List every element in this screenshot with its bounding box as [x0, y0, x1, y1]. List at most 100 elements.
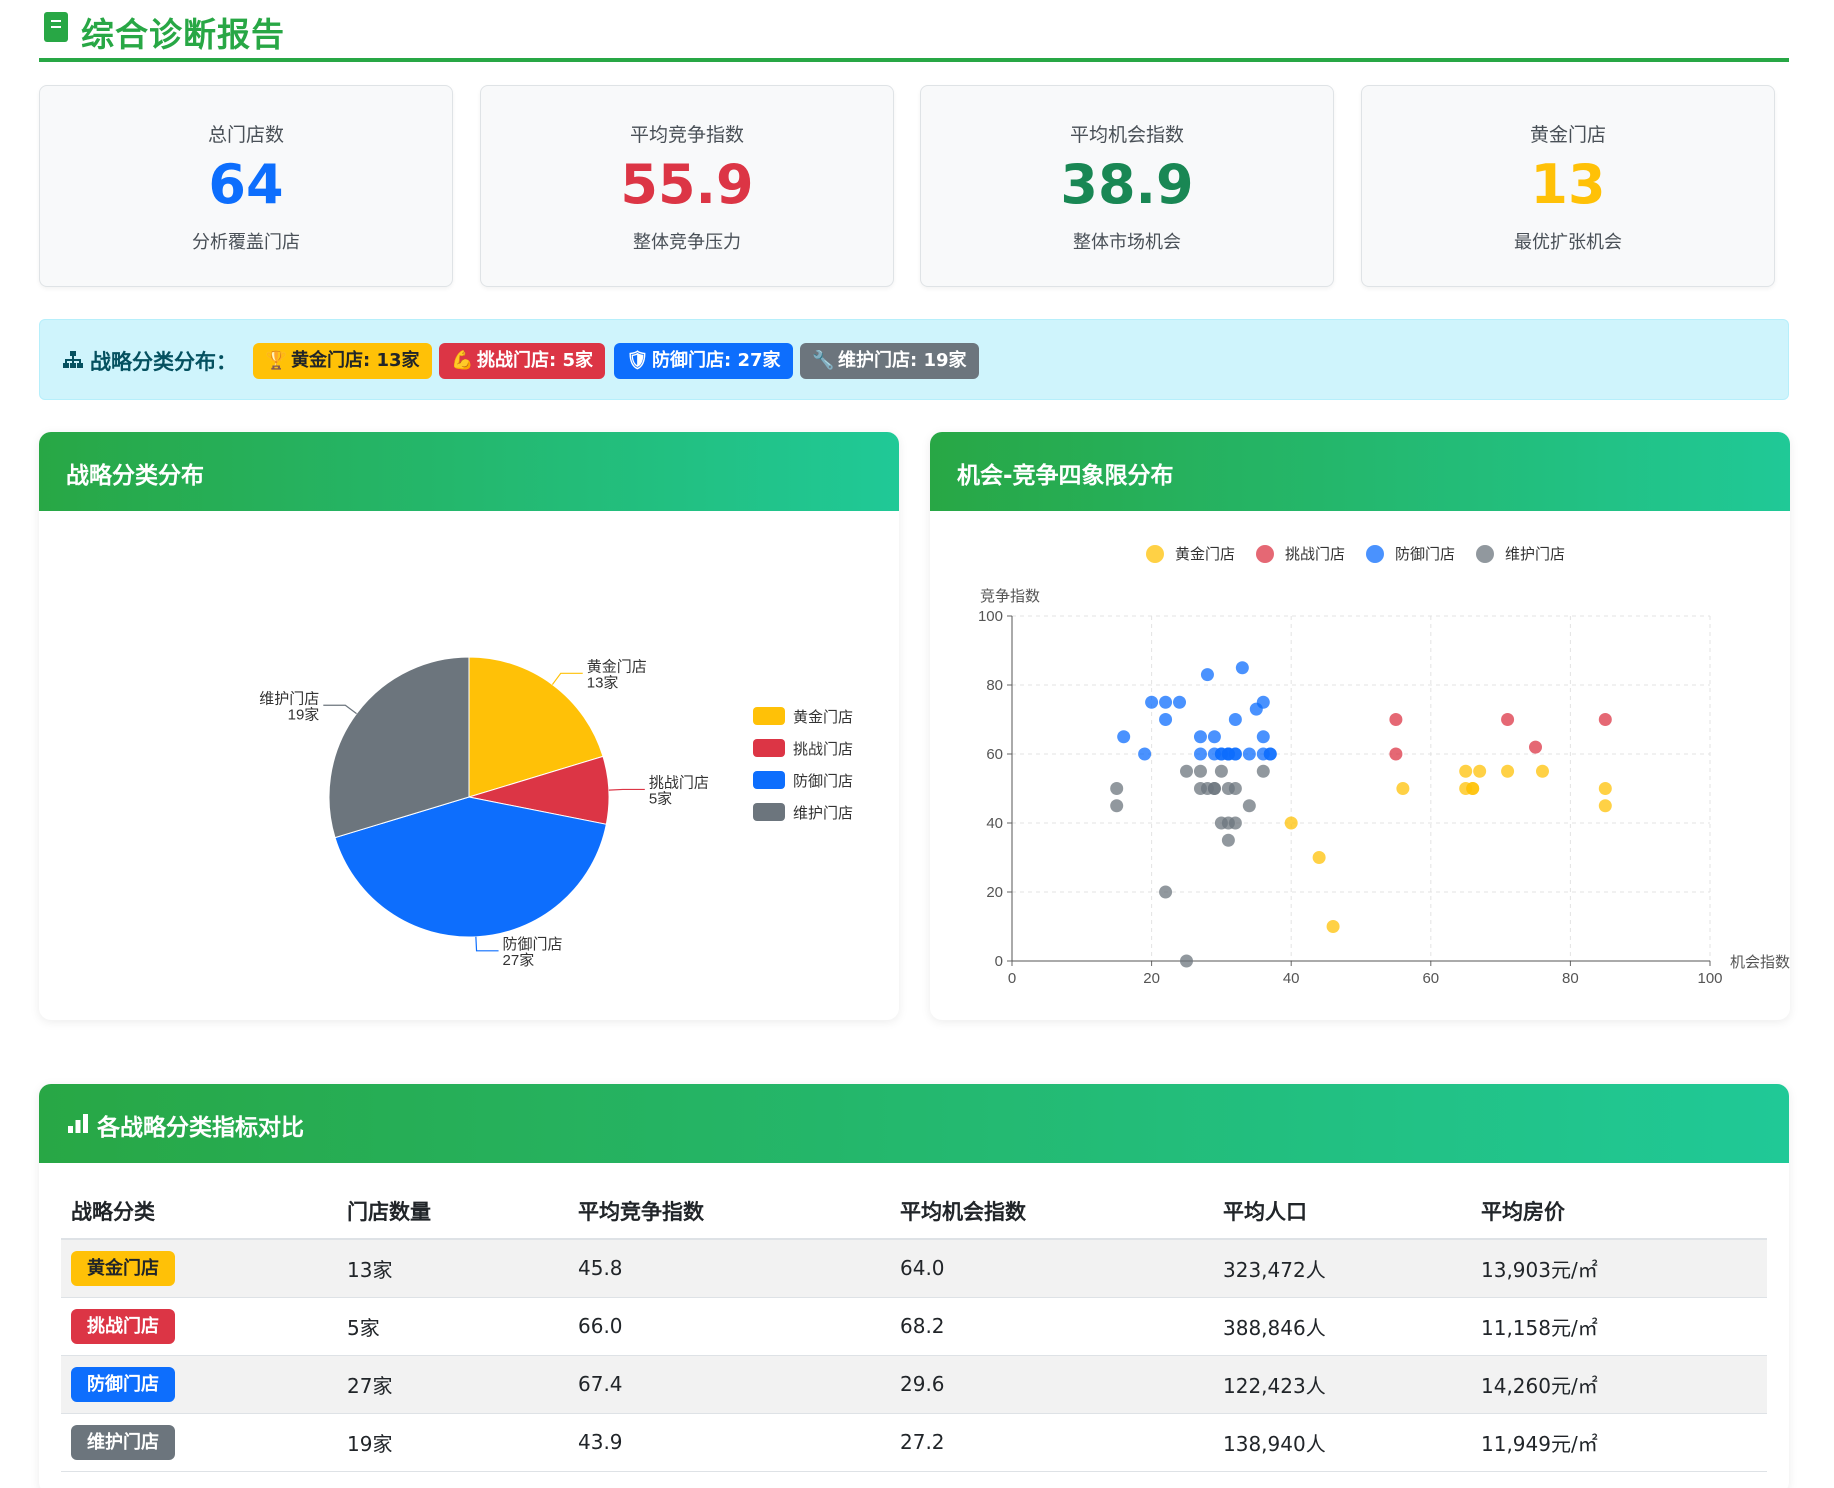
category-badge: 维护门店: [71, 1424, 175, 1460]
legend-label[interactable]: 黄金门店: [793, 709, 853, 726]
scatter-point[interactable]: [1284, 816, 1298, 830]
scatter-point[interactable]: [1466, 782, 1480, 795]
competition-cell: 45.8: [568, 1239, 890, 1298]
scatter-point[interactable]: [1396, 782, 1410, 795]
stat-subtitle: 分析覆盖门店: [192, 232, 300, 253]
legend-label[interactable]: 维护门店: [793, 805, 853, 822]
scatter-point[interactable]: [1473, 764, 1487, 778]
page-title: 综合诊断报告: [81, 15, 285, 54]
stat-label: 平均竞争指数: [629, 124, 744, 146]
pie-label-value: 27家: [503, 952, 535, 969]
scatter-point[interactable]: [1159, 885, 1173, 899]
price-cell: 13,903元/㎡: [1471, 1239, 1767, 1298]
scatter-point[interactable]: [1228, 713, 1242, 726]
scatter-legend-label[interactable]: 防御门店: [1395, 546, 1455, 563]
scatter-point[interactable]: [1228, 782, 1242, 795]
x-axis-label: 机会指数: [1730, 954, 1790, 971]
y-tick-label: 80: [986, 677, 1003, 694]
legend-swatch[interactable]: [753, 707, 785, 725]
pie-panel-header: 战略分类分布: [39, 432, 899, 511]
category-badge: 黄金门店: [71, 1250, 175, 1286]
scatter-point[interactable]: [1145, 695, 1159, 709]
x-tick-label: 0: [1008, 970, 1016, 987]
scatter-point[interactable]: [1159, 713, 1173, 726]
legend-label[interactable]: 防御门店: [793, 773, 853, 790]
column-header: 平均机会指数: [890, 1184, 1213, 1240]
scatter-point[interactable]: [1256, 695, 1270, 709]
scatter-point[interactable]: [1221, 816, 1235, 830]
scatter-point[interactable]: [1200, 668, 1214, 682]
pie-label-name: 防御门店: [503, 936, 563, 953]
scatter-point[interactable]: [1138, 747, 1152, 761]
column-header: 门店数量: [337, 1184, 568, 1240]
scatter-point[interactable]: [1110, 799, 1124, 813]
scatter-point[interactable]: [1221, 747, 1235, 761]
scatter-point[interactable]: [1501, 713, 1515, 726]
x-tick-label: 60: [1422, 970, 1439, 987]
scatter-point[interactable]: [1180, 764, 1193, 778]
scatter-point[interactable]: [1598, 782, 1612, 795]
scatter-legend-label[interactable]: 挑战门店: [1285, 546, 1345, 563]
scatter-point[interactable]: [1312, 851, 1326, 864]
pie-slice-3[interactable]: [328, 656, 470, 839]
stat-label: 平均机会指数: [1069, 124, 1184, 146]
scatter-point[interactable]: [1459, 764, 1473, 778]
comparison-table-panel: 各战略分类指标对比 战略分类 门店数量 平均竞争指数 平均机会指数 平均人口 平均房价 黄…: [39, 1084, 1789, 1488]
scatter-point[interactable]: [1235, 661, 1249, 675]
scatter-point[interactable]: [1110, 782, 1124, 795]
scatter-point[interactable]: [1598, 713, 1612, 726]
column-header: 平均竞争指数: [568, 1184, 890, 1240]
stat-label: 总门店数: [207, 124, 284, 146]
category-cell: 黄金门店: [61, 1239, 337, 1298]
legend-swatch[interactable]: [753, 771, 785, 789]
stat-value: 64: [208, 153, 284, 216]
pie-label-value: 19家: [288, 706, 320, 723]
badge-defense: 🛡 防御门店: 27家: [614, 343, 793, 379]
sitemap-icon: [63, 351, 83, 368]
scatter-point[interactable]: [1221, 833, 1235, 847]
scatter-point[interactable]: [1207, 730, 1221, 744]
category-cell: 维护门店: [61, 1413, 337, 1472]
legend-swatch[interactable]: [753, 739, 785, 757]
report-header: 综合诊断报告: [39, 0, 1789, 62]
scatter-point[interactable]: [1214, 764, 1228, 778]
scatter-point[interactable]: [1326, 920, 1340, 933]
scatter-point[interactable]: [1159, 695, 1173, 709]
scatter-point[interactable]: [1242, 747, 1256, 761]
scatter-point[interactable]: [1389, 713, 1403, 726]
pie-slice-0[interactable]: [468, 656, 604, 798]
scatter-point[interactable]: [1535, 764, 1549, 778]
scatter-chart-panel: 机会-竞争四象限分布 0 20 40 60 80 100 0 20 40 60 80 100 竞争指数机…: [930, 432, 1790, 1020]
scatter-legend-marker[interactable]: [1366, 545, 1384, 563]
scatter-point[interactable]: [1256, 764, 1270, 778]
scatter-point[interactable]: [1193, 747, 1207, 761]
scatter-panel-title: 机会-竞争四象限分布: [957, 463, 1174, 489]
scatter-point[interactable]: [1193, 730, 1207, 744]
scatter-point[interactable]: [1193, 764, 1207, 778]
scatter-point[interactable]: [1256, 730, 1270, 744]
y-tick-label: 60: [986, 746, 1003, 763]
scatter-point[interactable]: [1117, 730, 1131, 744]
scatter-legend-marker[interactable]: [1476, 545, 1494, 563]
category-badge: 挑战门店: [71, 1308, 175, 1344]
scatter-legend-label[interactable]: 维护门店: [1505, 546, 1565, 563]
stat-card-avg-opportunity: 平均机会指数 38.9 整体市场机会: [920, 85, 1334, 287]
scatter-legend-marker[interactable]: [1256, 545, 1274, 563]
scatter-point[interactable]: [1180, 954, 1193, 968]
scatter-point[interactable]: [1598, 799, 1612, 813]
scatter-point[interactable]: [1529, 740, 1542, 754]
trophy-icon: 🏆: [265, 350, 288, 371]
scatter-point[interactable]: [1501, 764, 1515, 778]
legend-label[interactable]: 挑战门店: [793, 741, 853, 758]
scatter-legend-marker[interactable]: [1146, 545, 1164, 563]
stat-value: 13: [1530, 153, 1606, 216]
table-header-row: 战略分类 门店数量 平均竞争指数 平均机会指数 平均人口 平均房价: [61, 1184, 1767, 1240]
scatter-point[interactable]: [1207, 782, 1221, 795]
scatter-point[interactable]: [1256, 747, 1270, 761]
scatter-legend-label[interactable]: 黄金门店: [1175, 546, 1235, 563]
scatter-point[interactable]: [1389, 747, 1403, 761]
y-tick-label: 40: [986, 815, 1003, 832]
scatter-point[interactable]: [1173, 695, 1187, 709]
scatter-point[interactable]: [1242, 799, 1256, 813]
legend-swatch[interactable]: [753, 803, 785, 821]
